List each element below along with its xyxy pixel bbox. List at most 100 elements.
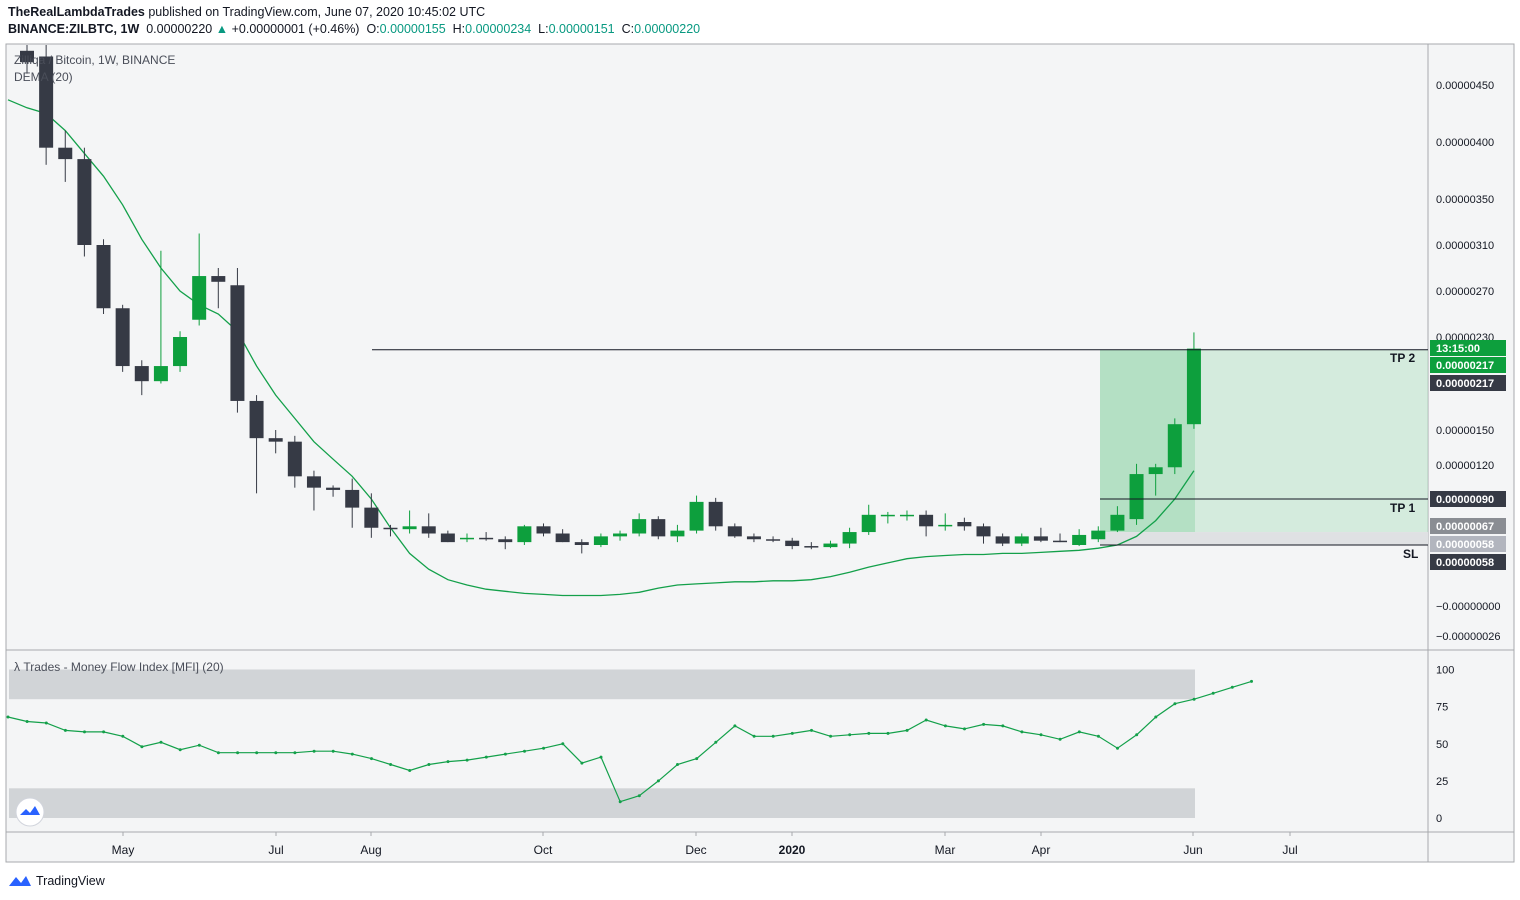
candle bbox=[651, 516, 666, 540]
mfi-point bbox=[1001, 724, 1005, 728]
candle bbox=[134, 360, 149, 396]
price-tag: 0.00000058 bbox=[1430, 554, 1506, 570]
mfi-band bbox=[9, 669, 1195, 700]
level-label-tp2: TP 2 bbox=[1390, 351, 1415, 365]
tradingview-logo-icon[interactable] bbox=[8, 874, 32, 888]
price-tag: 0.00000058 bbox=[1430, 536, 1506, 552]
candle-body bbox=[459, 537, 474, 540]
mfi-point bbox=[1192, 697, 1196, 701]
mfi-point bbox=[943, 724, 947, 728]
mfi-point bbox=[83, 730, 86, 734]
mfi-title: λ Trades - Money Flow Index [MFI] (20) bbox=[14, 660, 224, 674]
mfi-line bbox=[7, 680, 1252, 803]
candle bbox=[383, 524, 398, 537]
candle-body bbox=[938, 524, 953, 527]
candle bbox=[211, 268, 226, 309]
time-tick-label: Dec bbox=[685, 843, 706, 857]
mfi-point bbox=[656, 779, 660, 783]
price-tag-bg bbox=[1430, 554, 1506, 570]
candle-body bbox=[20, 50, 34, 63]
candle-body bbox=[173, 337, 188, 367]
price-tick-label: 0.00000450 bbox=[1436, 80, 1494, 92]
candle bbox=[899, 510, 914, 521]
candle bbox=[804, 542, 819, 550]
price-tag-label: 13:15:00 bbox=[1436, 343, 1480, 355]
candle bbox=[938, 513, 953, 531]
mfi-point bbox=[44, 721, 48, 725]
candle-body bbox=[77, 159, 92, 245]
symbol-label: BINANCE:ZILBTC, 1W bbox=[8, 22, 140, 36]
candle bbox=[498, 536, 513, 550]
price-change: +0.00000001 (+0.46%) bbox=[231, 22, 360, 36]
candle bbox=[785, 537, 800, 550]
candle-body bbox=[785, 540, 800, 547]
mfi-point bbox=[886, 731, 890, 735]
price-tag-label: 0.00000058 bbox=[1436, 539, 1494, 551]
candle-body bbox=[1167, 424, 1182, 468]
candle bbox=[613, 530, 628, 541]
mfi-point bbox=[446, 760, 450, 764]
candle-body bbox=[58, 147, 73, 160]
mfi-point bbox=[25, 720, 29, 723]
price-tag-bg bbox=[1430, 536, 1506, 552]
mfi-point bbox=[561, 742, 565, 746]
price-tick-label: 0.00000270 bbox=[1436, 286, 1494, 298]
mfi-point bbox=[714, 740, 718, 744]
candle-body bbox=[115, 308, 130, 367]
candle bbox=[249, 395, 264, 494]
mfi-point bbox=[771, 734, 775, 738]
tv-watermark-icon[interactable] bbox=[15, 797, 45, 827]
mfi-point bbox=[1058, 737, 1062, 741]
mfi-point bbox=[6, 715, 10, 719]
price-tick-label: −0.00000026 bbox=[1436, 631, 1501, 643]
candle-body bbox=[727, 526, 742, 537]
candle-body bbox=[861, 514, 876, 533]
mfi-point bbox=[63, 728, 67, 732]
mfi-tick-label: 50 bbox=[1436, 739, 1448, 751]
mfi-point bbox=[1096, 734, 1100, 738]
candle-body bbox=[632, 519, 647, 534]
candle-body bbox=[957, 522, 972, 527]
candle bbox=[1167, 418, 1182, 475]
mfi-point bbox=[637, 794, 641, 798]
mfi-band bbox=[9, 788, 1195, 818]
candle bbox=[268, 430, 283, 454]
candle-body bbox=[96, 245, 111, 309]
price-tag: 0.00000090 bbox=[1430, 491, 1506, 507]
mfi-point bbox=[867, 731, 871, 735]
candle-body bbox=[1014, 536, 1029, 544]
price-tag-label: 0.00000217 bbox=[1436, 378, 1494, 390]
time-tick-label: Jul bbox=[1282, 843, 1297, 857]
candle bbox=[402, 510, 417, 534]
time-tick-label: Aug bbox=[360, 843, 381, 857]
mfi-point bbox=[982, 722, 986, 726]
mfi-point bbox=[102, 730, 106, 734]
price-tick-label: −0.00000000 bbox=[1436, 601, 1501, 613]
candle bbox=[115, 304, 130, 372]
author-name[interactable]: TheRealLambdaTrades bbox=[8, 5, 145, 19]
time-tick-label: Jun bbox=[1183, 843, 1202, 857]
candle bbox=[593, 533, 608, 548]
mfi-point bbox=[1173, 702, 1177, 706]
mfi-point bbox=[140, 745, 144, 749]
candle-body bbox=[766, 539, 781, 541]
footer-brand[interactable]: TradingView bbox=[36, 874, 105, 888]
candle-body bbox=[708, 501, 723, 527]
mfi-point bbox=[618, 800, 622, 804]
candle bbox=[58, 130, 73, 182]
candle bbox=[995, 533, 1010, 547]
mfi-point bbox=[1135, 733, 1139, 737]
mfi-point bbox=[293, 751, 297, 755]
mfi-point bbox=[580, 761, 584, 765]
level-label-sl: SL bbox=[1403, 547, 1418, 561]
candle bbox=[1186, 332, 1201, 429]
mfi-point bbox=[542, 746, 546, 750]
candle bbox=[1072, 529, 1087, 547]
candle-body bbox=[517, 526, 532, 543]
mfi-point bbox=[810, 728, 813, 732]
candle bbox=[345, 478, 360, 528]
candle bbox=[766, 536, 781, 543]
candle-body bbox=[402, 526, 417, 530]
candle-body bbox=[134, 366, 149, 382]
